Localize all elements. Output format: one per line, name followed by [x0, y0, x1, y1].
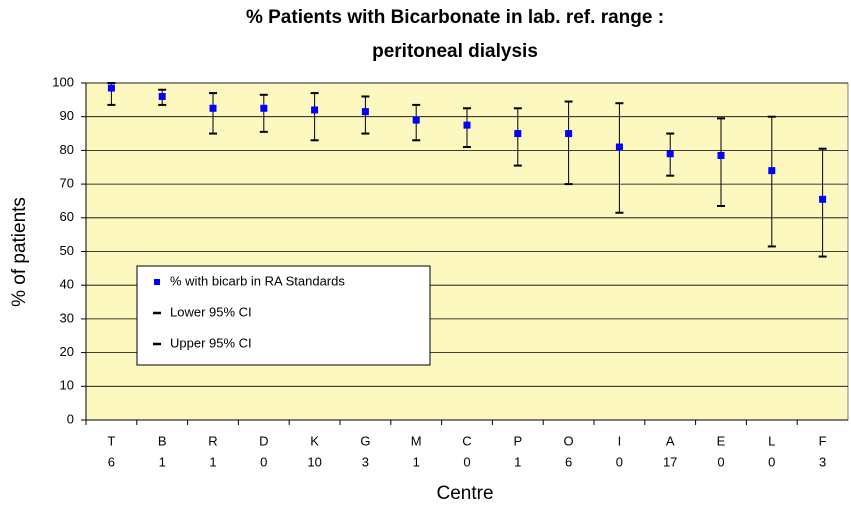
- y-tick-label: 20: [60, 344, 74, 359]
- x-tick-label: 1: [209, 454, 216, 469]
- point: [717, 151, 725, 159]
- point: [361, 108, 369, 116]
- x-tick-label: 6: [108, 454, 115, 469]
- y-tick-label: 90: [60, 108, 74, 123]
- x-tick-label: 0: [616, 454, 623, 469]
- y-tick-label: 80: [60, 142, 74, 157]
- x-tick-label: K: [310, 433, 319, 448]
- legend-label: Upper 95% CI: [170, 335, 252, 350]
- y-tick-label: 100: [52, 74, 74, 89]
- point: [768, 167, 776, 175]
- chart-title: % Patients with Bicarbonate in lab. ref.…: [246, 7, 664, 28]
- x-tick-label: 0: [260, 454, 267, 469]
- x-tick-label: F: [819, 433, 827, 448]
- x-axis-label: Centre: [436, 483, 493, 504]
- x-tick-label: A: [666, 433, 675, 448]
- x-tick-label: E: [717, 433, 726, 448]
- point: [107, 84, 115, 92]
- chart-title: peritoneal dialysis: [372, 41, 538, 62]
- y-axis-label: % of patients: [9, 197, 30, 307]
- legend-marker: [154, 279, 160, 285]
- legend-label: % with bicarb in RA Standards: [170, 273, 345, 288]
- x-tick-label: 1: [413, 454, 420, 469]
- y-tick-label: 30: [60, 310, 74, 325]
- x-tick-label: 0: [717, 454, 724, 469]
- x-tick-label: 0: [768, 454, 775, 469]
- x-tick-label: B: [158, 433, 167, 448]
- x-tick-label: I: [618, 433, 622, 448]
- x-tick-label: O: [564, 433, 574, 448]
- point: [412, 116, 420, 124]
- point: [158, 92, 166, 100]
- point: [514, 130, 522, 138]
- x-tick-label: 1: [514, 454, 521, 469]
- x-tick-label: G: [360, 433, 370, 448]
- x-tick-label: 3: [819, 454, 826, 469]
- x-tick-label: L: [768, 433, 775, 448]
- y-tick-label: 0: [67, 411, 74, 426]
- point: [311, 106, 319, 114]
- y-tick-label: 70: [60, 176, 74, 191]
- x-tick-label: T: [107, 433, 115, 448]
- point: [209, 104, 217, 112]
- point: [819, 195, 827, 203]
- point: [463, 121, 471, 129]
- y-tick-label: 60: [60, 209, 74, 224]
- point: [565, 130, 573, 138]
- x-tick-label: C: [462, 433, 471, 448]
- x-tick-label: 10: [307, 454, 321, 469]
- x-tick-label: M: [411, 433, 422, 448]
- x-tick-label: 17: [663, 454, 677, 469]
- x-tick-label: R: [208, 433, 217, 448]
- point: [260, 104, 268, 112]
- point: [615, 143, 623, 151]
- y-tick-label: 50: [60, 243, 74, 258]
- y-tick-label: 10: [60, 378, 74, 393]
- x-tick-label: 0: [463, 454, 470, 469]
- point: [666, 150, 674, 158]
- x-tick-label: D: [259, 433, 268, 448]
- legend-box: [136, 265, 431, 366]
- y-tick-label: 40: [60, 277, 74, 292]
- x-tick-label: 3: [362, 454, 369, 469]
- legend-label: Lower 95% CI: [170, 304, 252, 319]
- x-tick-label: 6: [565, 454, 572, 469]
- x-tick-label: P: [513, 433, 522, 448]
- x-tick-label: 1: [159, 454, 166, 469]
